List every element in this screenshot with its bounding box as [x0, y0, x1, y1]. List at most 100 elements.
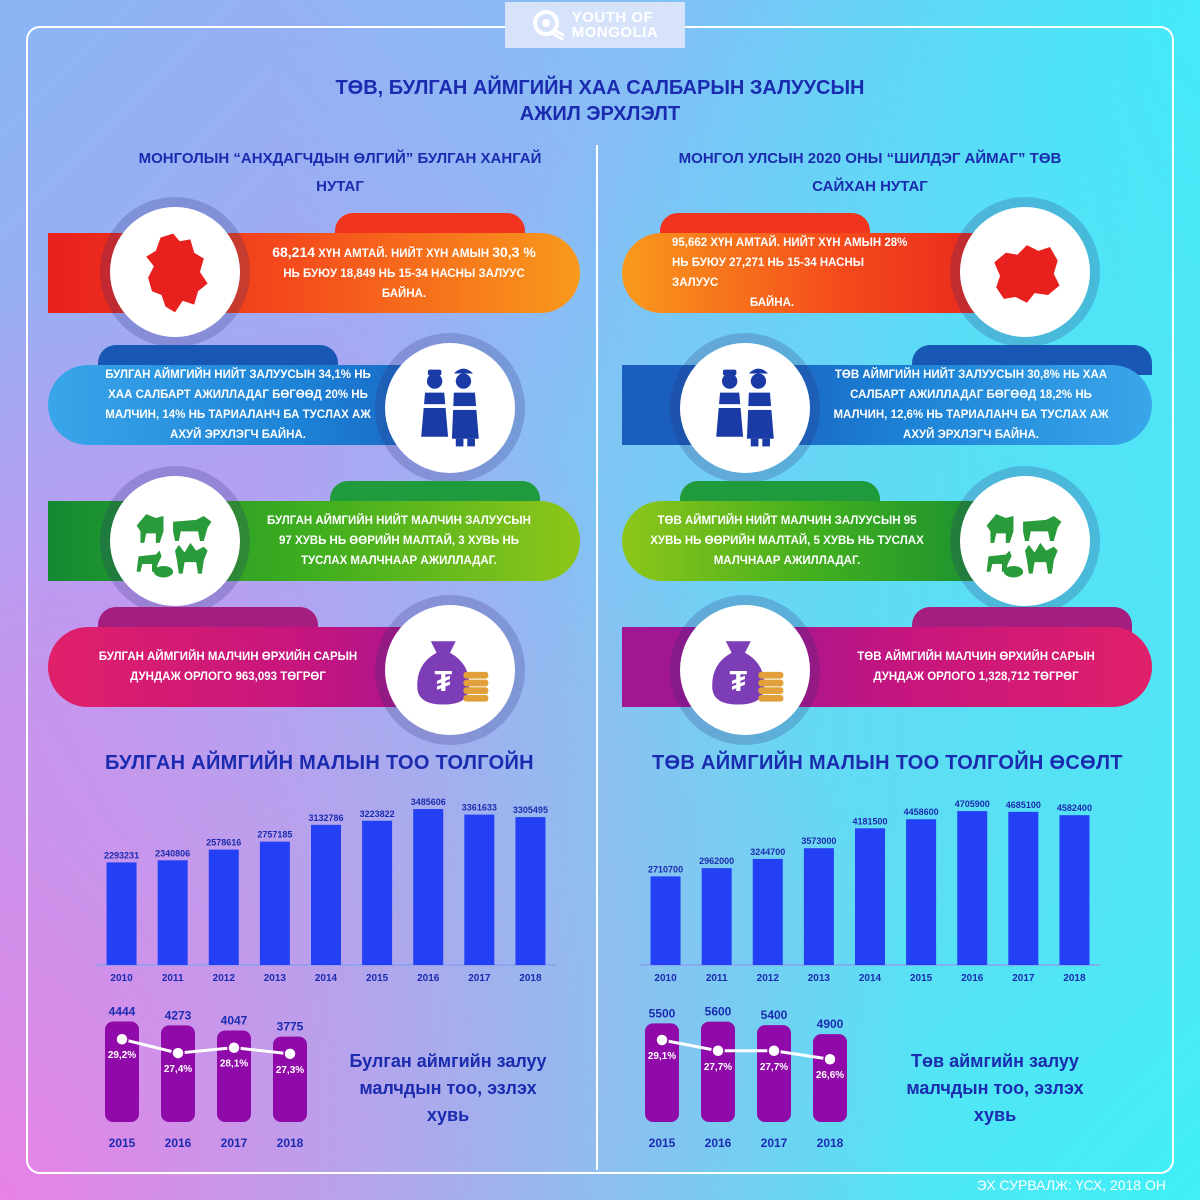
tov-livestock-value-label-2015: 4458600 [904, 807, 939, 817]
left-employment-line2: ХАА САЛБАРТ АЖИЛЛАДАГ БӨГӨӨД 20% НЬ [108, 389, 368, 401]
right-youth-caption: Төв аймгийн залуу малчдын тоо, эзлэх хув… [875, 1048, 1115, 1129]
bulgan-youth-count-label-2018: 3775 [277, 1020, 304, 1034]
money-bag-icon: ₮ [385, 605, 515, 735]
right-income-line2: ДУНДАЖ ОРЛОГО 1,328,712 ТӨГРӨГ [873, 671, 1079, 683]
svg-text:₮: ₮ [434, 666, 452, 698]
tov-youth-share-point-2018 [823, 1052, 837, 1066]
bulgan-livestock-bar-2016 [413, 809, 444, 965]
bulgan-livestock-chart: 2293231 2010 2340806 2011 2578616 2012 2757185… [96, 797, 556, 984]
tov-youth-share-label-2018: 26,6% [816, 1070, 844, 1081]
bulgan-livestock-bar-2011 [157, 860, 188, 965]
tov-livestock-tick-2014: 2014 [859, 973, 882, 984]
bulgan-youth-count-label-2016: 4273 [165, 1008, 192, 1022]
tov-livestock-value-label-2016: 4705900 [955, 799, 990, 809]
bulgan-youth-share-point-2018 [283, 1047, 297, 1061]
left-herders-line2: 97 ХУВЬ НЬ ӨӨРИЙН МАЛТАЙ, 3 ХУВЬ НЬ [278, 535, 520, 547]
tov-youth-share-point-2016 [711, 1044, 725, 1058]
right-herders-line2: ХУВЬ НЬ ӨӨРИЙН МАЛТАЙ, 5 ХУВЬ НЬ ТУСЛАХ [650, 535, 924, 547]
tov-youth-share-point-2015 [655, 1033, 669, 1047]
tov-livestock-value-label-2018: 4582400 [1057, 803, 1092, 813]
tov-youth-tick-2015: 2015 [649, 1136, 676, 1150]
bulgan-livestock-tick-2011: 2011 [162, 973, 184, 984]
bulgan-livestock-value-label-2018: 3305495 [513, 805, 548, 815]
tov-livestock-tick-2013: 2013 [808, 973, 831, 984]
herder-couple-icon [385, 343, 515, 473]
column-divider [596, 145, 598, 1170]
tov-livestock-tick-2017: 2017 [1012, 973, 1035, 984]
bulgan-livestock-value-label-2015: 3223822 [360, 809, 395, 819]
bulgan-youth-share-label-2018: 27,3% [276, 1065, 304, 1076]
bulgan-livestock-bar-2013 [259, 841, 290, 965]
tov-youth-share-label-2015: 29,1% [648, 1051, 676, 1062]
bulgan-youth-share-point-2017 [227, 1040, 241, 1055]
bulgan-youth-share-point-2016 [171, 1046, 185, 1060]
right-employment-line2: САЛБАРТ АЖИЛЛАДАГ БӨГӨӨД 18,2% НЬ [850, 389, 1092, 401]
brand-line2: MONGOLIA [571, 24, 659, 41]
right-population-line3: БАЙНА. [749, 297, 795, 309]
bulgan-youth-tick-2016: 2016 [165, 1136, 192, 1150]
brand-logo: YOUTH OF MONGOLIA [505, 2, 685, 48]
bulgan-youth-tick-2017: 2017 [221, 1136, 248, 1150]
bulgan-youth-share-line [121, 1037, 291, 1056]
svg-text:₮: ₮ [729, 666, 747, 698]
bulgan-youth-count-label-2015: 4444 [109, 1005, 136, 1019]
bulgan-youth-tick-2018: 2018 [277, 1136, 304, 1150]
bulgan-youth-share-label-2015: 29,2% [108, 1050, 136, 1061]
right-caption-line1: Төв аймгийн залуу [911, 1051, 1079, 1071]
bulgan-livestock-tick-2015: 2015 [366, 973, 389, 984]
bulgan-youth-share-point-2015 [115, 1032, 129, 1046]
bulgan-livestock-bar-2015 [362, 820, 393, 965]
left-herders-line3: ТУСЛАХ МАЛЧНААР АЖИЛЛАДАГ. [301, 555, 497, 567]
right-employment-line3: МАЛЧИН, 12,6% НЬ ТАРИАЛАНЧ БА ТУСЛАХ АЖ [833, 409, 1109, 421]
right-caption-line2: малчдын тоо, эзлэх [906, 1078, 1084, 1098]
tov-livestock-tick-2012: 2012 [757, 973, 780, 984]
bulgan-youth-tick-2015: 2015 [109, 1136, 136, 1150]
tov-livestock-tick-2011: 2011 [706, 973, 728, 984]
bulgan-livestock-value-label-2014: 3132786 [308, 813, 343, 823]
bulgan-livestock-tick-2017: 2017 [468, 973, 491, 984]
right-employment-line4: АХУЙ ЭРХЛЭГЧ БАЙНА. [903, 429, 1039, 441]
page-title-line1: ТӨВ, БУЛГАН АЙМГИЙН ХАА САЛБАРЫН ЗАЛУУСЫ… [335, 77, 865, 99]
right-herders-line3: МАЛЧНААР АЖИЛЛАДАГ. [713, 555, 861, 567]
bulgan-youth-bar-2018 [273, 1036, 307, 1122]
tov-youth-tick-2016: 2016 [705, 1136, 732, 1150]
tov-livestock-tick-2010: 2010 [654, 973, 677, 984]
bulgan-livestock-tick-2012: 2012 [213, 973, 236, 984]
bulgan-youth-bar-2017 [217, 1030, 251, 1122]
tov-livestock-bar-2015 [906, 819, 937, 965]
tov-youth-tick-2017: 2017 [761, 1136, 788, 1150]
right-herders-line1: ТӨВ АЙМГИЙН НИЙТ МАЛЧИН ЗАЛУУСЫН 95 [657, 515, 917, 527]
bulgan-livestock-value-label-2016: 3485606 [411, 797, 446, 807]
bulgan-livestock-tick-2010: 2010 [110, 973, 133, 984]
tov-youth-count-label-2018: 4900 [817, 1017, 844, 1031]
bulgan-livestock-bar-2012 [208, 849, 239, 965]
bulgan-youth-count-label-2017: 4047 [221, 1014, 248, 1028]
brand-name: YOUTH OF MONGOLIA [572, 10, 659, 40]
tov-youth-herders-chart: 5500 2015 5600 2016 5400 2017 4900 2018 29,1% 27,… [645, 1005, 847, 1150]
tov-youth-share-label-2017: 27,7% [760, 1062, 788, 1073]
tov-youth-bar-2018 [813, 1034, 847, 1122]
tov-livestock-bar-2017 [1008, 811, 1039, 965]
tov-livestock-bar-2012 [752, 858, 783, 965]
tov-youth-bar-2015 [645, 1023, 679, 1122]
bulgan-livestock-bar-2010 [106, 862, 137, 965]
source-note: ЭХ СУРВАЛЖ: ҮСХ, 2018 ОН [976, 1177, 1166, 1193]
bulgan-livestock-tick-2013: 2013 [264, 973, 287, 984]
tov-youth-bar-2017 [757, 1025, 791, 1122]
tov-livestock-tick-2016: 2016 [961, 973, 984, 984]
tov-livestock-value-label-2017: 4685100 [1006, 800, 1041, 810]
left-caption-line3: хувь [426, 1105, 470, 1125]
right-heading-line1: МОНГОЛ УЛСЫН 2020 ОНЫ “ШИЛДЭГ АЙМАГ” ТӨВ [678, 150, 1062, 167]
right-population-line2: НЬ БУЮУ 27,271 НЬ 15-34 НАСНЫ ЗАЛУУС [672, 257, 865, 289]
tov-livestock-chart: 2710700 2010 2962000 2011 3244700 2012 3573000… [640, 799, 1100, 984]
left-employment-line4: АХУЙ ЭРХЛЭГЧ БАЙНА. [170, 429, 306, 441]
page-title-line2: АЖИЛ ЭРХЛЭЛТ [519, 103, 681, 125]
bulgan-youth-herders-chart: 4444 2015 4273 2016 4047 2017 3775 2018 29,2% 27,… [105, 1005, 307, 1150]
brand-line1: YOUTH OF [571, 9, 654, 26]
left-employment-line3: МАЛЧИН, 14% НЬ ТАРИАЛАНЧ БА ТУСЛАХ АЖ [105, 409, 371, 421]
bulgan-youth-bar-2015 [105, 1021, 139, 1122]
left-population-line1: 68,214 ХҮН АМТАЙ. НИЙТ ХҮН АМЫН 30,3 % [272, 244, 536, 260]
bulgan-livestock-value-label-2010: 2293231 [104, 850, 139, 860]
right-column-heading: МОНГОЛ УЛСЫН 2020 ОНЫ “ШИЛДЭГ АЙМАГ” ТӨВ… [625, 145, 1115, 201]
tov-livestock-value-label-2012: 3244700 [750, 847, 785, 857]
